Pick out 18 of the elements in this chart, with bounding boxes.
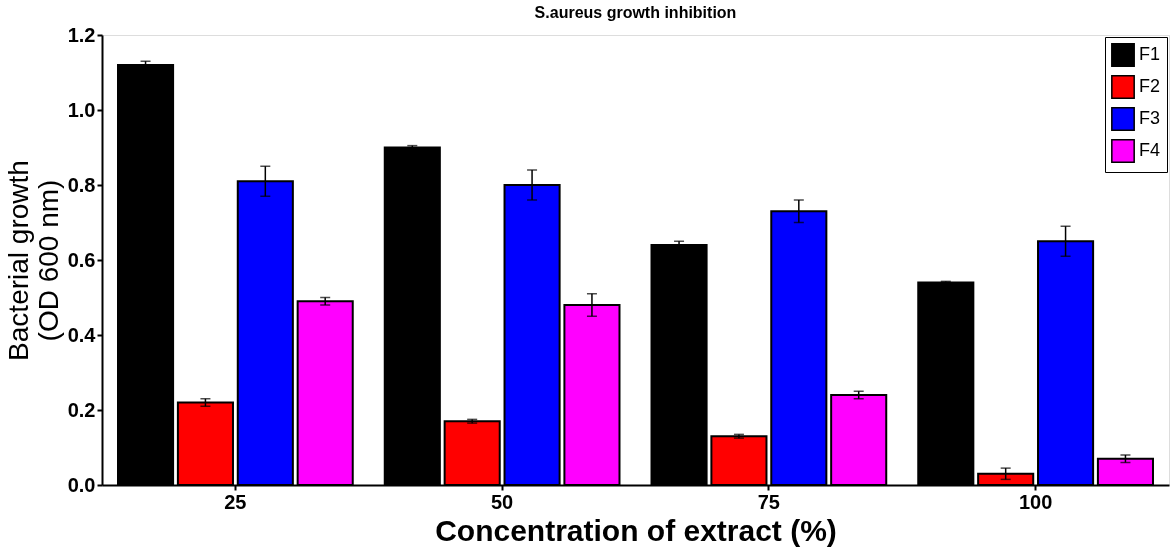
y-tick-label: 0.6 bbox=[67, 248, 96, 271]
x-axis-title: Concentration of extract (%) bbox=[435, 513, 837, 547]
x-tick-label: 100 bbox=[1018, 490, 1053, 513]
y-tick-label: 0.4 bbox=[67, 323, 97, 346]
chart-title: S.aureus growth inhibition bbox=[534, 4, 737, 21]
x-tick-label: 75 bbox=[757, 490, 780, 513]
y-tick-label: 0.8 bbox=[67, 173, 96, 196]
legend-label: F3 bbox=[1139, 108, 1161, 128]
x-tick-label: 25 bbox=[224, 490, 247, 513]
y-axis-title: Bacterial growth (OD 600 nm) bbox=[2, 160, 64, 361]
x-tick-label: 50 bbox=[491, 490, 514, 513]
y-tick-label: 0.2 bbox=[67, 398, 96, 421]
y-tick-label: 0.0 bbox=[67, 473, 96, 496]
y-tick-label: 1.2 bbox=[67, 23, 96, 46]
legend-label: F1 bbox=[1139, 44, 1161, 64]
legend-label: F4 bbox=[1139, 140, 1161, 160]
legend-label: F2 bbox=[1139, 76, 1161, 96]
y-tick-label: 1.0 bbox=[67, 98, 96, 121]
